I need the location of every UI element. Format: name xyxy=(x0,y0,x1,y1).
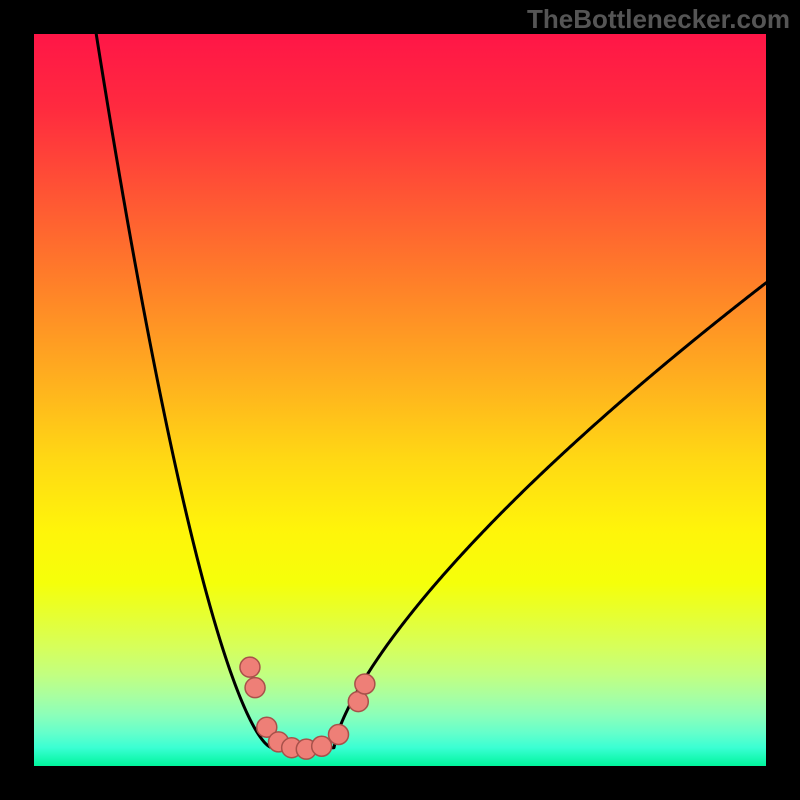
data-marker xyxy=(329,725,349,745)
data-marker xyxy=(312,736,332,756)
curve-layer xyxy=(34,34,766,766)
plot-area xyxy=(34,34,766,766)
data-marker xyxy=(355,674,375,694)
bottleneck-curve xyxy=(96,34,766,748)
data-marker xyxy=(240,657,260,677)
watermark-text: TheBottlenecker.com xyxy=(527,4,790,35)
marker-group xyxy=(240,657,375,759)
outer-frame: TheBottlenecker.com xyxy=(0,0,800,800)
data-marker xyxy=(245,678,265,698)
